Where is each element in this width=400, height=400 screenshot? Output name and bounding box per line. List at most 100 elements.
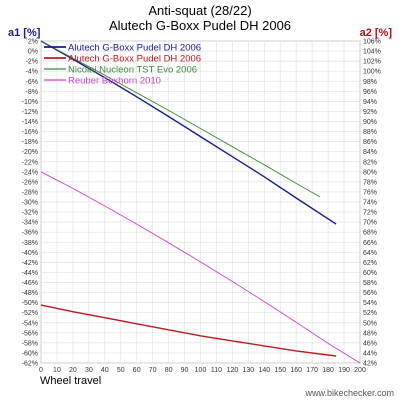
x-tick-label: 120 <box>227 367 239 374</box>
y-left-tick-label: 0% <box>28 49 38 56</box>
y-right-tick-label: 94% <box>363 99 377 106</box>
x-tick-label: 70 <box>149 367 157 374</box>
tick-labels: 2% 106% 0% 104% -2% 102% -4% 100% -6% 98% -8% 96% -1… <box>22 39 381 375</box>
y-left-tick-label: -46% <box>22 280 38 287</box>
y-left-tick-label: 2% <box>28 39 38 46</box>
y-left-tick-label: -54% <box>22 320 38 327</box>
y-left-tick-label: -24% <box>22 169 38 176</box>
y-right-tick-label: 68% <box>363 230 377 237</box>
x-tick-label: 0 <box>39 367 43 374</box>
y-right-tick-label: 90% <box>363 119 377 126</box>
x-tick-label: 200 <box>354 367 366 374</box>
x-tick-label: 10 <box>53 367 61 374</box>
y-right-tick-label: 46% <box>363 340 377 347</box>
y-right-tick-label: 80% <box>363 169 377 176</box>
y-left-tick-label: -36% <box>22 230 38 237</box>
y-left-tick-label: -18% <box>22 139 38 146</box>
chart-subtitle: Alutech G-Boxx Pudel DH 2006 <box>109 18 291 33</box>
x-tick-label: 80 <box>165 367 173 374</box>
y-right-tick-label: 76% <box>363 189 377 196</box>
x-tick-label: 40 <box>101 367 109 374</box>
x-tick-label: 50 <box>117 367 125 374</box>
y-left-tick-label: -14% <box>22 119 38 126</box>
y-left-tick-label: -58% <box>22 340 38 347</box>
y-right-tick-label: 60% <box>363 270 377 277</box>
series-lines <box>40 40 361 364</box>
y-left-tick-label: -12% <box>22 109 38 116</box>
y-left-tick-label: -26% <box>22 179 38 186</box>
x-tick-label: 160 <box>290 367 302 374</box>
series-line-1 <box>40 40 337 225</box>
y-left-tick-label: -2% <box>26 59 38 66</box>
y-left-tick-label: -4% <box>26 69 38 76</box>
y-left-tick-label: -62% <box>22 361 38 368</box>
y-right-tick-label: 92% <box>363 109 377 116</box>
y-right-tick-label: 84% <box>363 149 377 156</box>
x-tick-label: 190 <box>338 367 350 374</box>
x-tick-label: 90 <box>181 367 189 374</box>
y-right-tick-label: 96% <box>363 89 377 96</box>
y-left-tick-label: -38% <box>22 240 38 247</box>
grid-lines <box>40 40 361 364</box>
y-left-tick-label: -8% <box>26 89 38 96</box>
chart-title: Anti-squat (28/22) <box>148 3 251 18</box>
y-axis-right-label: a2 [%] <box>360 27 393 39</box>
x-tick-label: 100 <box>195 367 207 374</box>
legend-entry: Reuber Boxhorn 2010 <box>68 76 161 87</box>
y-left-tick-label: -6% <box>26 79 38 86</box>
y-right-tick-label: 48% <box>363 330 377 337</box>
x-tick-label: 140 <box>258 367 270 374</box>
y-left-tick-label: -20% <box>22 149 38 156</box>
y-right-tick-label: 106% <box>363 39 381 46</box>
y-left-tick-label: -50% <box>22 300 38 307</box>
y-right-tick-label: 64% <box>363 250 377 257</box>
y-left-tick-label: -32% <box>22 210 38 217</box>
y-left-tick-label: -16% <box>22 129 38 136</box>
x-tick-label: 170 <box>306 367 318 374</box>
y-right-tick-label: 86% <box>363 139 377 146</box>
y-right-tick-label: 88% <box>363 129 377 136</box>
x-axis-label: Wheel travel <box>40 375 101 387</box>
y-right-tick-label: 54% <box>363 300 377 307</box>
y-right-tick-label: 78% <box>363 179 377 186</box>
legend-entry: Alutech G-Boxx Pudel DH 2006 <box>68 54 201 65</box>
y-right-tick-label: 100% <box>363 69 381 76</box>
credit-text: www.bikechecker.com <box>304 388 394 398</box>
y-axis-left-label: a1 [%] <box>8 27 41 39</box>
y-left-tick-label: -44% <box>22 270 38 277</box>
y-left-tick-label: -28% <box>22 189 38 196</box>
x-tick-label: 20 <box>69 367 77 374</box>
y-left-tick-label: -52% <box>22 310 38 317</box>
y-right-tick-label: 98% <box>363 79 377 86</box>
y-left-tick-label: -10% <box>22 99 38 106</box>
x-tick-label: 180 <box>322 367 334 374</box>
y-left-tick-label: -22% <box>22 159 38 166</box>
y-right-tick-label: 70% <box>363 220 377 227</box>
series-line-3 <box>40 40 321 198</box>
y-left-tick-label: -40% <box>22 250 38 257</box>
y-right-tick-label: 62% <box>363 260 377 267</box>
y-right-tick-label: 52% <box>363 310 377 317</box>
y-right-tick-label: 104% <box>363 49 381 56</box>
x-tick-label: 30 <box>85 367 93 374</box>
y-right-tick-label: 72% <box>363 210 377 217</box>
y-right-tick-label: 102% <box>363 59 381 66</box>
y-right-tick-label: 66% <box>363 240 377 247</box>
y-right-tick-label: 74% <box>363 200 377 207</box>
y-right-tick-label: 82% <box>363 159 377 166</box>
y-left-tick-label: -48% <box>22 290 38 297</box>
series-line-4 <box>40 171 361 364</box>
y-left-tick-label: -56% <box>22 330 38 337</box>
series-line-2 <box>40 304 337 357</box>
y-right-tick-label: 42% <box>363 361 377 368</box>
y-right-tick-label: 58% <box>363 280 377 287</box>
y-left-tick-label: -60% <box>22 350 38 357</box>
x-tick-label: 150 <box>274 367 286 374</box>
x-tick-label: 110 <box>211 367 222 374</box>
legend-entry: Nicolai Nucleon TST Evo 2006 <box>68 65 197 76</box>
y-right-tick-label: 56% <box>363 290 377 297</box>
y-right-tick-label: 50% <box>363 320 377 327</box>
x-tick-label: 60 <box>133 367 141 374</box>
